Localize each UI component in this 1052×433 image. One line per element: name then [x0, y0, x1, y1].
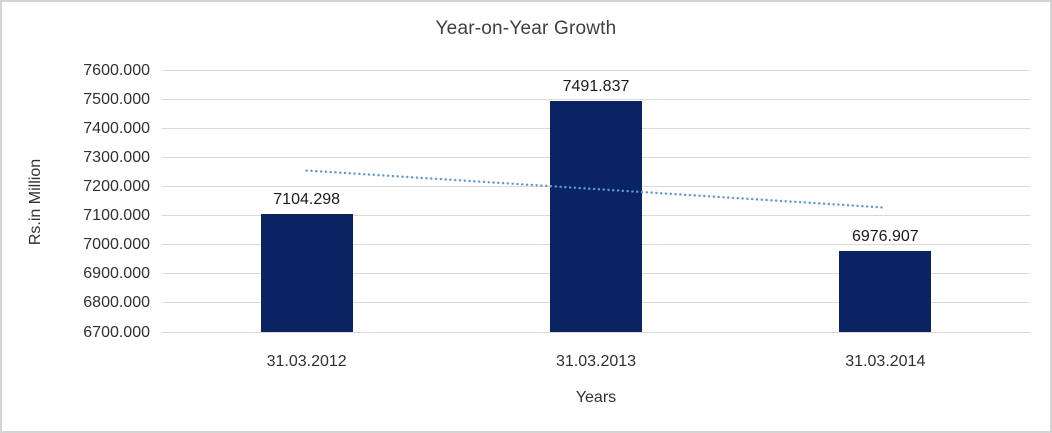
x-axis-title: Years: [575, 389, 617, 406]
bar-value-label: 7491.837: [562, 78, 630, 96]
y-tick-label: 7100.000: [83, 207, 150, 225]
bar[interactable]: [839, 251, 932, 332]
y-gridline: [162, 331, 1030, 333]
y-tick-label: 6800.000: [83, 294, 150, 312]
y-axis-title: Rs.in Million: [27, 158, 44, 246]
bar[interactable]: [260, 214, 353, 332]
chart-title: Year-on-Year Growth: [435, 18, 617, 39]
y-gridline: [162, 98, 1030, 100]
x-tick-label: 31.03.2013: [555, 353, 637, 370]
x-tick-label: 31.03.2014: [845, 353, 926, 370]
y-tick-label: 6900.000: [83, 265, 150, 283]
bar-value-label: 6976.907: [851, 228, 919, 246]
y-tick-label: 7200.000: [83, 177, 150, 195]
bar-value-label: 7104.298: [273, 191, 341, 209]
y-tick-label: 7000.000: [83, 236, 150, 254]
y-tick-label: 6700.000: [83, 323, 150, 341]
y-tick-label: 7600.000: [83, 61, 150, 79]
y-gridline: [162, 69, 1030, 71]
x-tick-label: 31.03.2012: [266, 353, 347, 370]
y-tick-label: 7300.000: [83, 148, 150, 166]
y-tick-label: 7500.000: [83, 90, 150, 108]
y-tick-label: 7400.000: [83, 119, 150, 137]
bar[interactable]: [550, 101, 642, 332]
